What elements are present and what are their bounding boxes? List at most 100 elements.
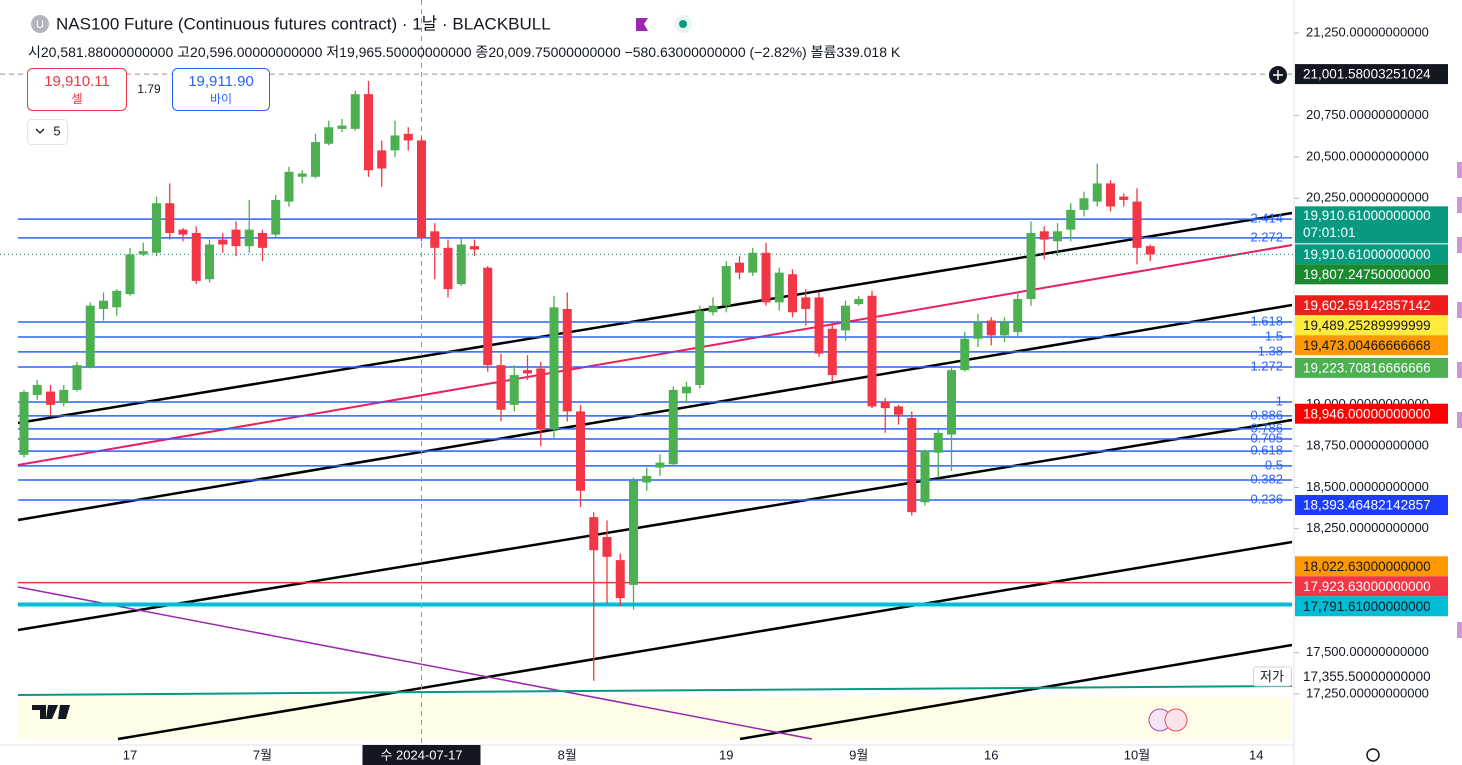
fib-ratio: 1	[1276, 393, 1283, 408]
symbol-icon[interactable]	[31, 15, 49, 33]
candle-body	[1079, 198, 1089, 210]
ohlc-value: 19,965.50000000000	[339, 44, 472, 60]
candle-body	[138, 251, 148, 255]
x-tick-label: 14	[1249, 747, 1263, 762]
candle-body	[735, 262, 744, 273]
settings-icon[interactable]	[1366, 748, 1380, 762]
price-label-box	[1295, 666, 1448, 687]
sell-button[interactable]	[27, 68, 127, 111]
candle-body	[205, 244, 214, 280]
candle-body	[1145, 246, 1155, 255]
flag-icon[interactable]	[636, 18, 648, 31]
volume-value: 339.018 K	[836, 44, 900, 60]
candle-body	[403, 133, 413, 141]
ohlc-value: 20,009.75000000000	[488, 44, 621, 60]
price-label: 19,602.59142857142	[1303, 298, 1431, 313]
candle-body	[350, 94, 360, 129]
trend-line[interactable]	[739, 643, 1293, 741]
crosshair-price-box	[1295, 64, 1448, 85]
crosshair-date-box	[362, 745, 481, 765]
fib-ratio: 2.272	[1250, 229, 1283, 244]
candle-body	[311, 142, 320, 177]
plus	[1273, 70, 1283, 80]
price-label-box	[1295, 403, 1448, 424]
fib-ratio: 0.886	[1250, 407, 1283, 422]
plot-area: 2.4142.2721.6181.51.381.27210.8860.7860.…	[0, 0, 1294, 745]
fib-ratio: 0.5	[1265, 457, 1283, 472]
trend-line[interactable]	[17, 418, 1293, 632]
candle-body	[801, 297, 811, 309]
collapse-count: 5	[53, 123, 60, 138]
marker	[1457, 622, 1462, 638]
fib-ratio: 0.786	[1250, 420, 1283, 435]
candle-body	[390, 135, 400, 151]
price-label: 18,393.46482142857	[1303, 498, 1431, 513]
candle-body	[19, 392, 29, 455]
price-label: 19,807.24750000000	[1303, 267, 1431, 282]
candle-body	[324, 127, 334, 144]
candle-body	[483, 267, 493, 366]
sell-label: 셀	[71, 92, 82, 106]
candle-body	[947, 370, 956, 435]
event-icon[interactable]	[1164, 708, 1188, 732]
price-label: 19,489.25289999999	[1303, 318, 1431, 333]
ohlc-legend: 시20,581.88000000000 고20,596.00000000000 …	[28, 44, 901, 60]
candle-body	[827, 328, 837, 376]
status-dot	[679, 20, 687, 28]
price-label: 18,946.00000000000	[1303, 406, 1431, 421]
trend-line[interactable]	[17, 211, 1293, 425]
logo[interactable]	[32, 705, 70, 719]
candle-body	[191, 232, 201, 281]
candle-body	[973, 322, 983, 339]
sell-price: 19,910.11	[44, 73, 110, 90]
candle-body	[218, 239, 228, 245]
x-tick-label: 16	[984, 747, 998, 762]
x-tick-label: 19	[719, 747, 733, 762]
candle-body	[364, 94, 373, 171]
price-label: 19,223.70816666666	[1303, 360, 1431, 375]
candle-body	[894, 406, 903, 415]
candle-body	[244, 229, 254, 247]
candle-body	[1119, 196, 1129, 200]
last-price: 19,910.61000000000	[1303, 247, 1431, 262]
spread: 1.79	[137, 82, 161, 96]
x-tick-label: 17	[123, 747, 137, 762]
trend-line[interactable]	[117, 540, 1293, 741]
price-label: 19,473.00466666668	[1303, 338, 1431, 353]
price-label-box	[1295, 576, 1448, 597]
price-tag: 저가	[1260, 669, 1284, 684]
candle-body	[1132, 201, 1142, 248]
candle-body	[629, 480, 638, 585]
crosshair-price: 21,001.58003251024	[1303, 67, 1431, 82]
candle-body	[496, 365, 506, 410]
candle-body	[549, 307, 559, 430]
candle-body	[576, 411, 585, 491]
candle-body	[655, 462, 665, 468]
candle-body	[337, 125, 347, 129]
buy-price: 19,911.90	[188, 73, 254, 90]
candle-body	[589, 517, 599, 551]
price-label-box	[1295, 315, 1448, 336]
trend-line[interactable]	[17, 586, 813, 740]
candle-body	[456, 244, 466, 285]
buy-button[interactable]	[172, 68, 270, 111]
candle-body	[46, 391, 55, 405]
collapse-button[interactable]	[27, 119, 68, 145]
candle-body	[32, 384, 42, 395]
candle-body	[59, 389, 69, 404]
ohlc-label: 고	[177, 44, 190, 60]
x-tick-label: 8월	[558, 747, 577, 762]
ohlc-value: 20,596.00000000000	[190, 44, 323, 60]
chevron	[35, 128, 45, 134]
trend-line[interactable]	[17, 303, 1293, 522]
candle-body	[642, 475, 652, 483]
candle-body	[602, 536, 612, 557]
last-price: 19,910.61000000000	[1303, 208, 1431, 223]
volume-label: 볼륨	[811, 44, 837, 60]
marker	[1457, 412, 1462, 428]
candle-body	[377, 150, 387, 169]
trend-line[interactable]	[17, 685, 1293, 696]
symbol-title[interactable]: NAS100 Future (Continuous futures contra…	[56, 14, 551, 33]
candle-body	[99, 300, 108, 309]
